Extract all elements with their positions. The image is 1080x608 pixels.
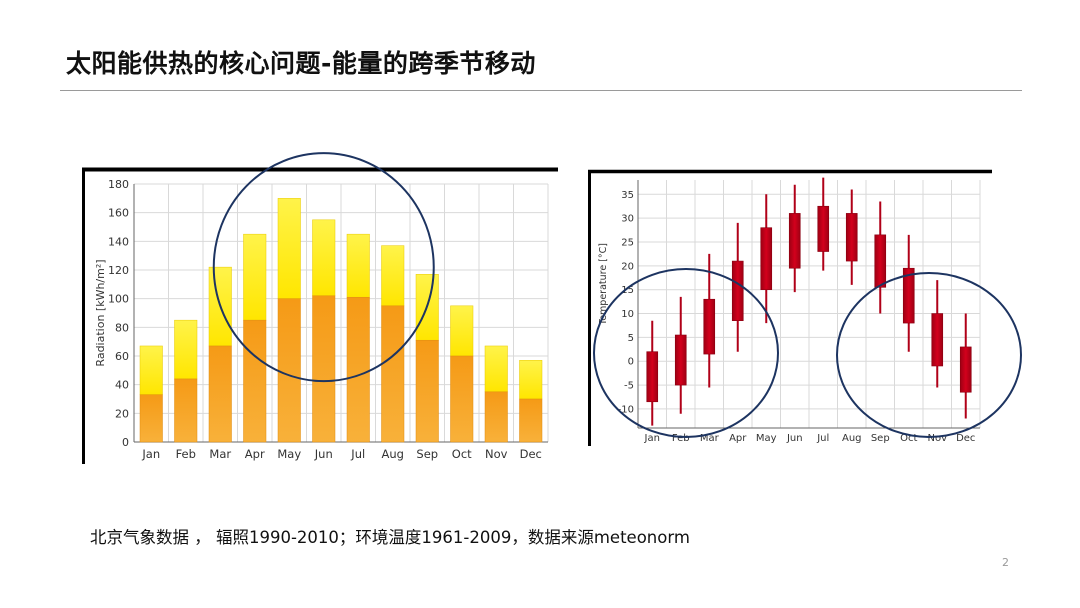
candle-box xyxy=(902,267,915,324)
y-tick-label: 140 xyxy=(108,235,129,248)
bar-lower xyxy=(277,298,301,443)
x-tick-label: May xyxy=(756,433,777,444)
bar-upper xyxy=(381,245,405,307)
y-tick-label: 80 xyxy=(115,321,129,334)
x-tick-label: Feb xyxy=(176,447,196,461)
temperature-chart: -10 -5 0 5 10 15 20 25 30 35 Jan Feb Mar Apr May Jun Jul… xyxy=(588,169,1022,446)
candle-box xyxy=(959,346,972,393)
y-tick-label: 180 xyxy=(108,178,129,191)
bar-lower xyxy=(346,296,370,443)
y-tick-label: 160 xyxy=(108,207,129,220)
x-tick-label: Aug xyxy=(382,447,404,461)
x-tick-label: Oct xyxy=(900,433,917,444)
bar-upper xyxy=(450,305,474,357)
x-tick-label: Nov xyxy=(927,433,947,444)
highlight-circle-winter-start xyxy=(593,268,779,438)
candle-box xyxy=(674,334,687,386)
x-tick-label: Dec xyxy=(956,433,975,444)
x-tick-label: Dec xyxy=(520,447,542,461)
bar-lower xyxy=(312,295,336,443)
title-divider xyxy=(60,90,1022,91)
bar-lower xyxy=(243,319,267,443)
bar-lower xyxy=(484,391,508,443)
bar-upper xyxy=(346,233,370,298)
slide-title: 太阳能供热的核心问题-能量的跨季节移动 xyxy=(66,49,536,78)
y-axis-label: Temperature [°C] xyxy=(598,243,609,326)
bar-lower xyxy=(415,339,439,443)
candle-box xyxy=(874,234,887,288)
y-tick-label: 0 xyxy=(122,436,129,449)
bar-upper xyxy=(312,219,336,297)
y-tick-label: 35 xyxy=(621,190,634,201)
candle-box xyxy=(931,313,944,367)
x-tick-label: Mar xyxy=(700,433,720,444)
radiation-chart-svg: 0 20 40 60 80 100 120 140 160 180 Jan Feb Mar Apr May J… xyxy=(82,152,558,464)
bar-upper xyxy=(277,198,301,299)
x-tick-label: Jun xyxy=(314,447,333,461)
bar-upper xyxy=(519,360,543,400)
x-tick-label: Jul xyxy=(816,433,829,444)
y-tick-label: 30 xyxy=(621,214,634,225)
data-source-caption: 北京气象数据 ， 辐照1990-2010；环境温度1961-2009，数据来源m… xyxy=(90,528,690,547)
candle-box xyxy=(788,213,801,269)
radiation-chart: 0 20 40 60 80 100 120 140 160 180 Jan Feb Mar Apr May J… xyxy=(82,152,558,464)
x-tick-label: Jun xyxy=(786,433,803,444)
x-tick-label: Feb xyxy=(672,433,690,444)
y-tick-label: 15 xyxy=(621,285,634,296)
candle-box xyxy=(817,205,830,252)
bar-lower xyxy=(208,345,232,443)
bar-upper xyxy=(484,345,508,393)
temperature-chart-svg: -10 -5 0 5 10 15 20 25 30 35 Jan Feb Mar Apr May Jun Jul… xyxy=(588,169,1022,446)
candle-box xyxy=(703,298,716,355)
y-tick-label: 0 xyxy=(628,357,634,368)
y-tick-label: 60 xyxy=(115,350,129,363)
y-tick-label: 5 xyxy=(628,333,634,344)
x-tick-label: Nov xyxy=(485,447,508,461)
y-tick-label: 100 xyxy=(108,293,129,306)
bar-lower xyxy=(139,394,163,443)
y-axis-label: Radiation [kWh/m²] xyxy=(94,259,107,366)
y-tick-label: -5 xyxy=(624,381,634,392)
x-tick-label: Aug xyxy=(842,433,862,444)
candle-box xyxy=(760,227,773,290)
bar-lower xyxy=(450,355,474,443)
bar-lower xyxy=(519,398,543,443)
x-tick-label: Jan xyxy=(141,447,160,461)
x-tick-label: Sep xyxy=(416,447,438,461)
highlight-circle-winter-end xyxy=(836,272,1022,438)
y-tick-label: 10 xyxy=(621,309,634,320)
x-tick-label: May xyxy=(277,447,301,461)
x-tick-label: Jul xyxy=(350,447,365,461)
candle-box xyxy=(845,213,858,262)
y-tick-label: 25 xyxy=(621,238,634,249)
bar-upper xyxy=(139,345,163,395)
x-tick-label: Apr xyxy=(729,433,747,444)
highlight-circle xyxy=(212,152,435,383)
bar-lower xyxy=(381,305,405,443)
bar-lower xyxy=(174,378,198,443)
x-tick-label: Oct xyxy=(452,447,472,461)
y-tick-label: -10 xyxy=(618,404,634,415)
y-tick-label: 20 xyxy=(621,261,634,272)
x-tick-label: Jan xyxy=(644,433,660,444)
candle-box xyxy=(646,351,659,403)
y-tick-label: 120 xyxy=(108,264,129,277)
x-tick-label: Apr xyxy=(245,447,265,461)
y-tick-label: 20 xyxy=(115,407,129,420)
bar-upper xyxy=(243,233,267,321)
y-tick-label: 40 xyxy=(115,379,129,392)
page-number: 2 xyxy=(1002,556,1009,569)
candle-box xyxy=(731,260,744,321)
x-tick-label: Sep xyxy=(871,433,890,444)
x-tick-label: Mar xyxy=(209,447,231,461)
bar-upper xyxy=(174,319,198,380)
